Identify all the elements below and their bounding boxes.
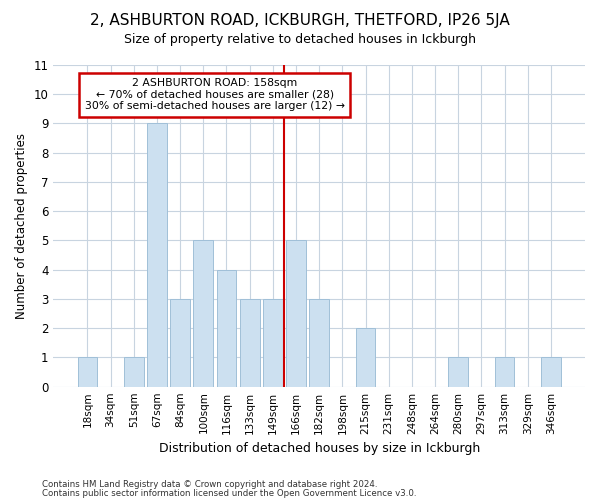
X-axis label: Distribution of detached houses by size in Ickburgh: Distribution of detached houses by size …: [158, 442, 480, 455]
Bar: [217, 270, 236, 386]
Text: Contains public sector information licensed under the Open Government Licence v3: Contains public sector information licen…: [42, 488, 416, 498]
Bar: [286, 240, 306, 386]
Bar: [495, 358, 514, 386]
Bar: [541, 358, 561, 386]
Bar: [77, 358, 97, 386]
Text: 2, ASHBURTON ROAD, ICKBURGH, THETFORD, IP26 5JA: 2, ASHBURTON ROAD, ICKBURGH, THETFORD, I…: [90, 12, 510, 28]
Bar: [147, 124, 167, 386]
Text: 2 ASHBURTON ROAD: 158sqm
← 70% of detached houses are smaller (28)
30% of semi-d: 2 ASHBURTON ROAD: 158sqm ← 70% of detach…: [85, 78, 345, 112]
Bar: [263, 299, 283, 386]
Bar: [124, 358, 143, 386]
Bar: [240, 299, 260, 386]
Text: Contains HM Land Registry data © Crown copyright and database right 2024.: Contains HM Land Registry data © Crown c…: [42, 480, 377, 489]
Bar: [356, 328, 376, 386]
Y-axis label: Number of detached properties: Number of detached properties: [15, 133, 28, 319]
Bar: [310, 299, 329, 386]
Bar: [448, 358, 468, 386]
Text: Size of property relative to detached houses in Ickburgh: Size of property relative to detached ho…: [124, 32, 476, 46]
Bar: [170, 299, 190, 386]
Bar: [193, 240, 213, 386]
